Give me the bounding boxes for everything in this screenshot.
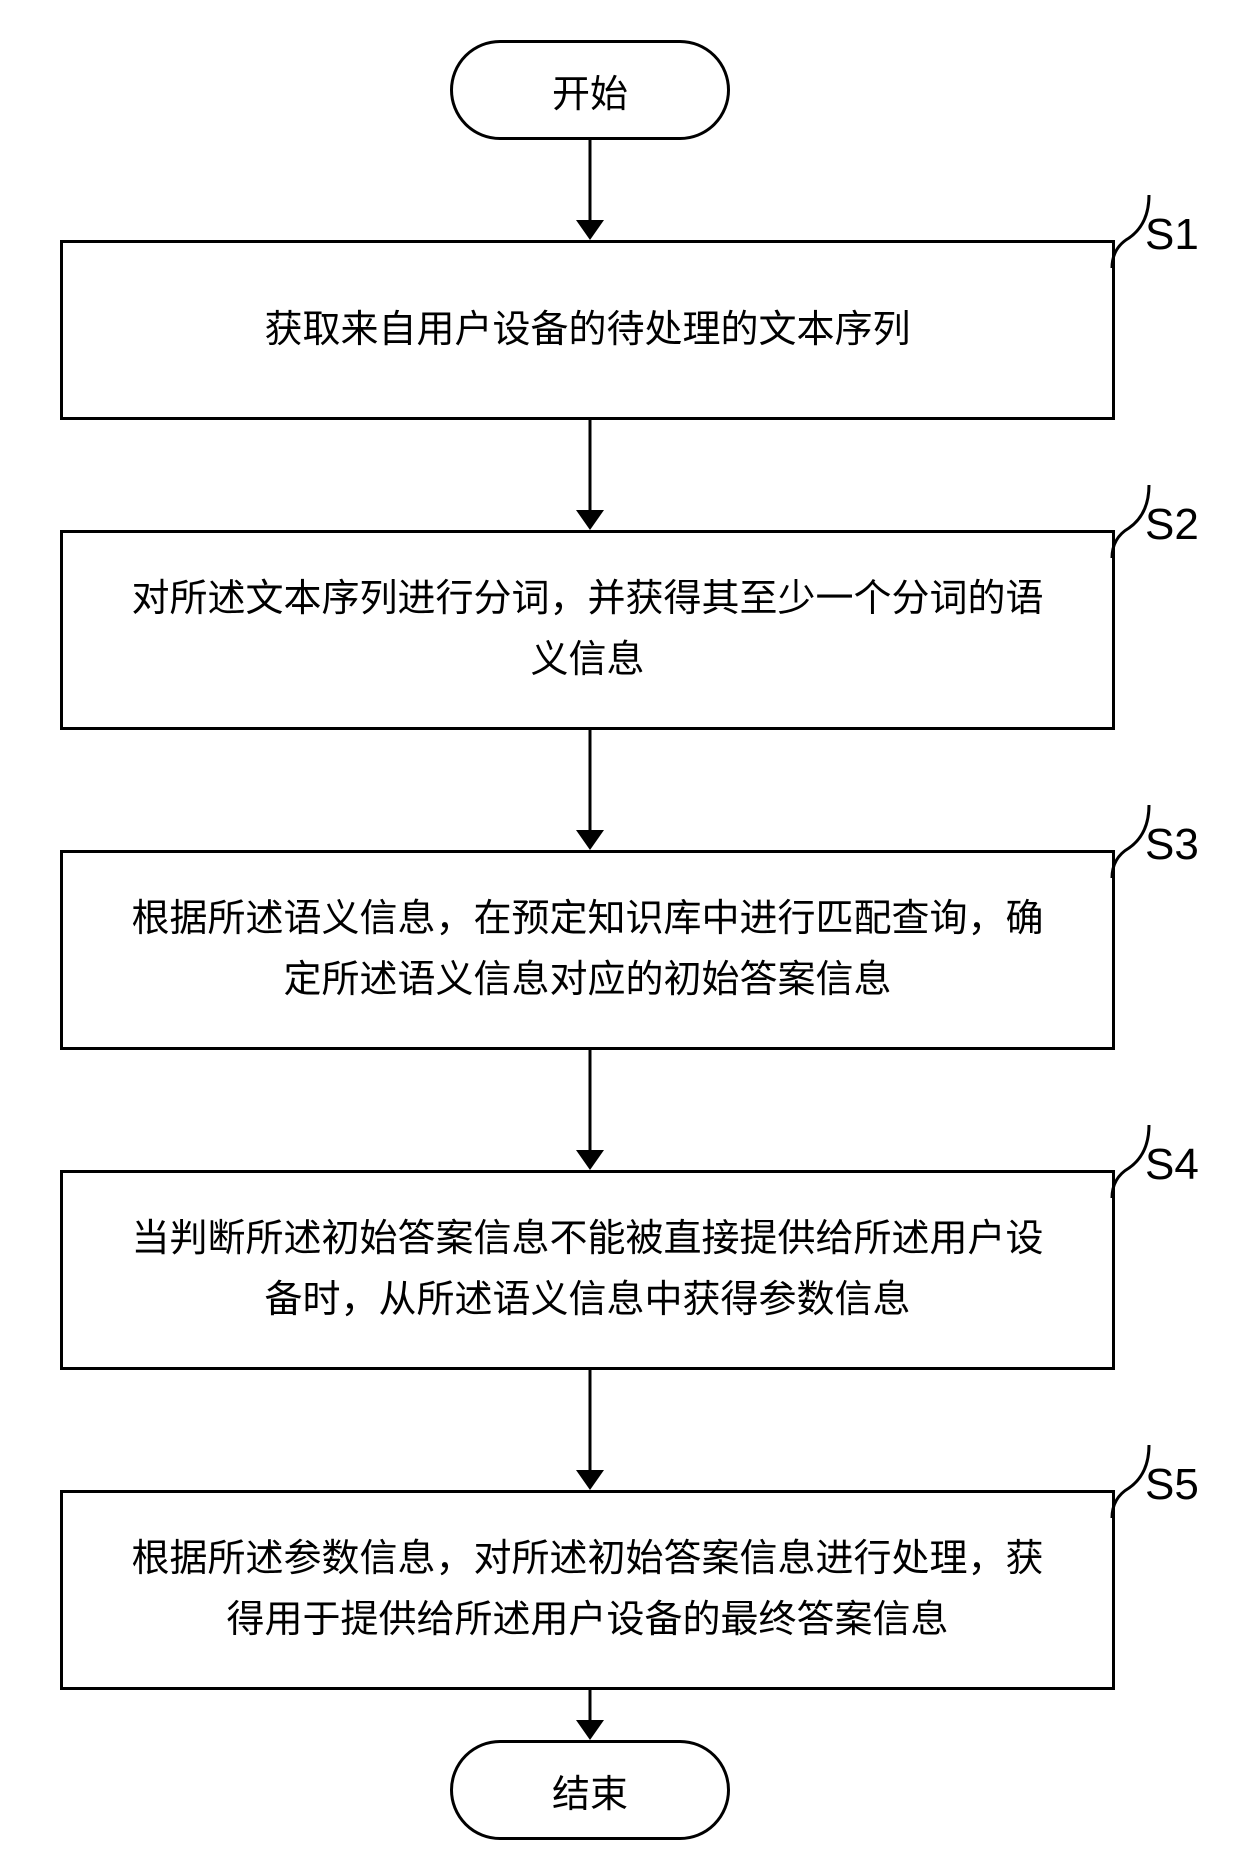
step-S2: 对所述文本序列进行分词，并获得其至少一个分词的语义信息 — [60, 530, 1115, 730]
callout-S4 — [1109, 1160, 1169, 1200]
arrow-2 — [575, 730, 605, 852]
step-S4: 当判断所述初始答案信息不能被直接提供给所述用户设备时，从所述语义信息中获得参数信… — [60, 1170, 1115, 1370]
step-S1: 获取来自用户设备的待处理的文本序列 — [60, 240, 1115, 420]
end-terminal: 结束 — [450, 1740, 730, 1840]
arrow-4 — [575, 1370, 605, 1492]
arrow-3 — [575, 1050, 605, 1172]
arrow-5 — [575, 1690, 605, 1742]
callout-S3 — [1109, 840, 1169, 880]
callout-S2 — [1109, 520, 1169, 560]
arrow-0 — [575, 140, 605, 242]
step-S3: 根据所述语义信息，在预定知识库中进行匹配查询，确定所述语义信息对应的初始答案信息 — [60, 850, 1115, 1050]
arrow-1 — [575, 420, 605, 532]
flowchart-canvas: 开始结束获取来自用户设备的待处理的文本序列S1对所述文本序列进行分词，并获得其至… — [0, 0, 1240, 1875]
callout-S1 — [1109, 230, 1169, 270]
callout-S5 — [1109, 1480, 1169, 1520]
start-terminal: 开始 — [450, 40, 730, 140]
step-S5: 根据所述参数信息，对所述初始答案信息进行处理，获得用于提供给所述用户设备的最终答… — [60, 1490, 1115, 1690]
